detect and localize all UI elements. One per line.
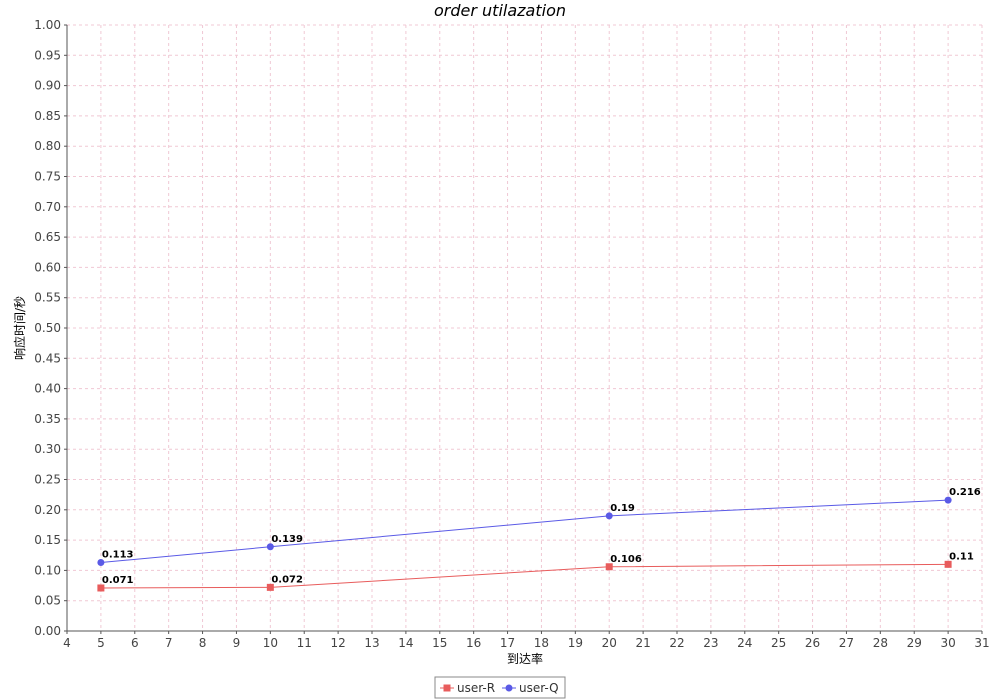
data-point-user-Q bbox=[266, 543, 274, 551]
y-tick-label: 0.80 bbox=[34, 139, 61, 153]
x-tick-label: 21 bbox=[635, 636, 650, 650]
data-label-user-Q: 0.19 bbox=[610, 503, 635, 514]
series-line-user-Q bbox=[100, 499, 949, 564]
x-tick-label: 19 bbox=[568, 636, 583, 650]
y-tick-label: 0.40 bbox=[34, 382, 61, 396]
y-tick-label: 0.60 bbox=[34, 260, 61, 274]
x-tick-label: 15 bbox=[432, 636, 447, 650]
x-tick-label: 20 bbox=[602, 636, 617, 650]
data-label-user-R: 0.072 bbox=[271, 574, 303, 585]
x-tick-label: 30 bbox=[940, 636, 955, 650]
data-point-user-R bbox=[944, 560, 952, 568]
axes bbox=[64, 24, 983, 634]
x-tick-label: 5 bbox=[97, 636, 105, 650]
legend: user-R user-Q bbox=[434, 676, 566, 699]
legend-box bbox=[434, 676, 566, 699]
series-line-user-R bbox=[100, 563, 949, 589]
y-tick-label: 0.55 bbox=[34, 291, 61, 305]
y-tick-label: 0.90 bbox=[34, 79, 61, 93]
y-axis-label: 响应时间/秒 bbox=[12, 296, 27, 360]
y-tick-label: 0.75 bbox=[34, 170, 61, 184]
y-tick-label: 0.50 bbox=[34, 321, 61, 335]
y-tick-label: 0.10 bbox=[34, 563, 61, 577]
x-tick-label: 16 bbox=[466, 636, 481, 650]
data-point-user-Q bbox=[944, 496, 952, 504]
y-tick-label: 0.65 bbox=[34, 230, 61, 244]
y-tick-label: 0.35 bbox=[34, 412, 61, 426]
x-tick-labels: 4 5 6 7 8 9 10 11 12 13 14 15 16 17 18 19 20 21 22 23 24 25 26… bbox=[63, 636, 989, 650]
data-label-user-R: 0.071 bbox=[102, 575, 134, 586]
x-tick-label: 24 bbox=[737, 636, 752, 650]
legend-label-user-Q: user-Q bbox=[519, 681, 559, 695]
y-tick-label: 0.70 bbox=[34, 200, 61, 214]
x-tick-label: 28 bbox=[873, 636, 888, 650]
x-tick-label: 17 bbox=[500, 636, 515, 650]
data-label-user-Q: 0.113 bbox=[102, 550, 134, 561]
y-tick-label: 0.15 bbox=[34, 533, 61, 547]
y-tick-label: 0.00 bbox=[34, 624, 61, 638]
data-point-user-R bbox=[97, 584, 105, 592]
x-tick-label: 27 bbox=[839, 636, 854, 650]
x-tick-label: 11 bbox=[297, 636, 312, 650]
x-tick-label: 25 bbox=[771, 636, 786, 650]
x-tick-label: 6 bbox=[131, 636, 139, 650]
y-tick-label: 0.20 bbox=[34, 503, 61, 517]
x-tick-label: 22 bbox=[669, 636, 684, 650]
data-point-user-Q bbox=[97, 559, 105, 567]
legend-marker-user-R bbox=[443, 684, 451, 692]
x-tick-label: 18 bbox=[534, 636, 549, 650]
x-tick-label: 12 bbox=[330, 636, 345, 650]
data-label-user-R: 0.106 bbox=[610, 554, 642, 565]
y-tick-label: 1.00 bbox=[34, 18, 61, 32]
x-tick-label: 29 bbox=[907, 636, 922, 650]
data-point-user-R bbox=[605, 563, 613, 571]
y-tick-label: 0.30 bbox=[34, 442, 61, 456]
x-tick-label: 9 bbox=[233, 636, 241, 650]
x-tick-label: 8 bbox=[199, 636, 207, 650]
chart-title: order utilazation bbox=[434, 1, 566, 20]
legend-marker-user-Q bbox=[505, 684, 513, 692]
y-tick-label: 0.85 bbox=[34, 109, 61, 123]
data-label-user-Q: 0.139 bbox=[271, 534, 303, 545]
x-axis-label: 到达率 bbox=[507, 651, 543, 666]
y-tick-label: 0.05 bbox=[34, 594, 61, 608]
x-tick-label: 7 bbox=[165, 636, 173, 650]
grid bbox=[67, 24, 983, 631]
x-tick-label: 10 bbox=[263, 636, 278, 650]
data-point-user-Q bbox=[605, 512, 613, 520]
data-labels: 0.071 0.072 0.106 0.11 0.113 0.139 0.19 0.216 bbox=[102, 487, 981, 586]
x-tick-label: 4 bbox=[63, 636, 71, 650]
series bbox=[97, 496, 952, 592]
x-tick-label: 13 bbox=[364, 636, 379, 650]
data-label-user-R: 0.11 bbox=[949, 551, 974, 562]
y-tick-label: 0.95 bbox=[34, 48, 61, 62]
legend-label-user-R: user-R bbox=[457, 681, 495, 695]
x-tick-label: 31 bbox=[974, 636, 989, 650]
x-tick-label: 14 bbox=[398, 636, 413, 650]
y-tick-label: 0.25 bbox=[34, 473, 61, 487]
data-label-user-Q: 0.216 bbox=[949, 487, 981, 498]
data-point-user-R bbox=[266, 583, 274, 591]
x-tick-label: 26 bbox=[805, 636, 820, 650]
y-tick-label: 0.45 bbox=[34, 351, 61, 365]
x-tick-label: 23 bbox=[703, 636, 718, 650]
y-tick-labels: 0.00 0.05 0.10 0.15 0.20 0.25 0.30 0.35 0.40 0.45… bbox=[34, 18, 61, 638]
